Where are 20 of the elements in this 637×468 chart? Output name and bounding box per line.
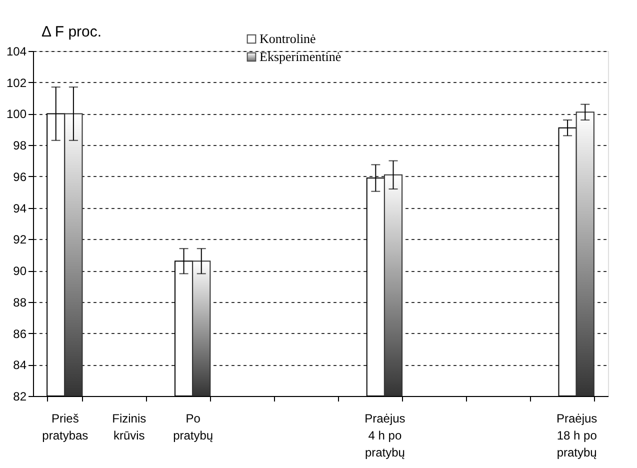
y-tick-label: 100 bbox=[6, 107, 27, 122]
legend-label: Kontrolinė bbox=[260, 31, 316, 46]
y-tick-label: 104 bbox=[6, 44, 27, 58]
y-tick-label: 92 bbox=[13, 232, 27, 247]
x-tick-label: Po pratybų bbox=[173, 412, 214, 442]
y-tick-label: 88 bbox=[13, 295, 27, 310]
x-tick-label: Prieš pratybas bbox=[42, 412, 88, 442]
y-tick-label: 84 bbox=[13, 358, 27, 372]
y-tick-label: 102 bbox=[6, 76, 27, 90]
x-tick-label: Praėjus 4 h po pratybų bbox=[364, 412, 406, 460]
y-tick-label: 96 bbox=[13, 170, 27, 184]
y-tick-label: 98 bbox=[13, 138, 27, 153]
y-axis-title: Δ F proc. bbox=[42, 24, 102, 40]
x-tick-label: Praėjus 18 h po pratybų bbox=[556, 412, 598, 460]
y-tick-label: 82 bbox=[13, 390, 27, 404]
x-tick-label: Fizinis krūvis bbox=[112, 412, 146, 442]
legend-label: Eksperimentinė bbox=[260, 49, 342, 64]
y-tick-label: 86 bbox=[13, 326, 27, 341]
y-tick-label: 90 bbox=[13, 264, 27, 278]
y-tick-label: 94 bbox=[13, 201, 27, 216]
